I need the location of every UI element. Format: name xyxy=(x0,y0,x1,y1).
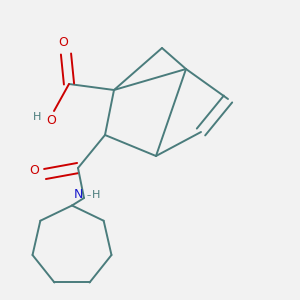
Text: O: O xyxy=(30,164,39,178)
Text: H: H xyxy=(92,190,100,200)
Text: N: N xyxy=(73,188,83,202)
Text: –: – xyxy=(86,191,91,200)
Text: O: O xyxy=(46,113,56,127)
Text: O: O xyxy=(58,36,68,49)
Text: H: H xyxy=(33,112,42,122)
